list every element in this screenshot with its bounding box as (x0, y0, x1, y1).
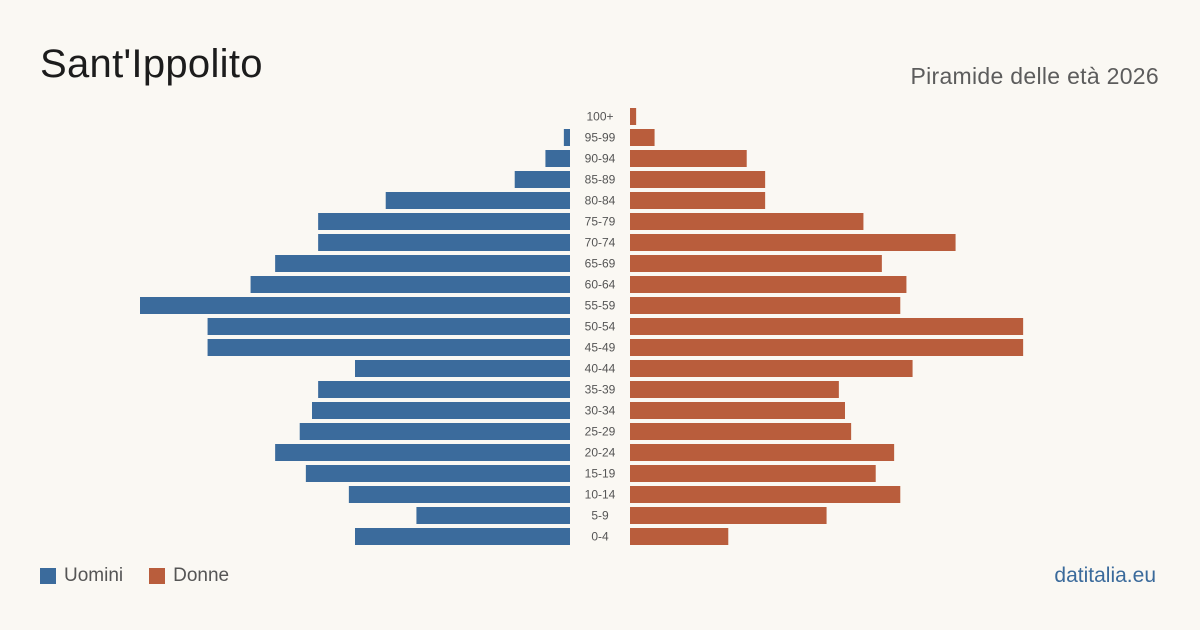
bar-men-10-14 (348, 486, 570, 503)
bar-men-20-24 (275, 444, 570, 461)
legend-item-women: Donne (149, 565, 229, 587)
chart-subtitle: Piramide delle età 2026 (910, 63, 1159, 89)
page-title: Sant'Ippolito (40, 42, 263, 86)
bar-women-60-64 (630, 276, 907, 293)
bar-women-80-84 (630, 192, 766, 209)
age-label-60-64: 60-64 (585, 278, 616, 292)
age-label-55-59: 55-59 (585, 299, 616, 313)
age-label-30-34: 30-34 (585, 404, 616, 418)
legend-swatch-women (149, 568, 166, 584)
bar-men-90-94 (545, 150, 570, 167)
legend-label-women: Donne (173, 565, 230, 586)
bar-men-55-59 (140, 297, 570, 314)
age-label-10-14: 10-14 (585, 488, 616, 502)
age-label-95-99: 95-99 (585, 131, 616, 145)
bar-women-30-34 (630, 402, 845, 419)
bar-women-55-59 (630, 297, 901, 314)
bar-men-25-29 (299, 423, 570, 440)
bar-men-40-44 (355, 360, 570, 377)
legend-label-men: Uomini (64, 565, 124, 586)
legend-swatch-men (40, 568, 56, 584)
bar-women-20-24 (630, 444, 895, 461)
age-label-65-69: 65-69 (585, 257, 616, 271)
age-label-80-84: 80-84 (585, 194, 616, 208)
legend-item-men: Uomini (40, 565, 123, 587)
bar-women-90-94 (630, 150, 747, 167)
bar-women-65-69 (630, 255, 882, 272)
bar-women-85-89 (630, 171, 766, 188)
bar-women-40-44 (630, 360, 913, 377)
age-label-45-49: 45-49 (585, 341, 616, 355)
age-label-85-89: 85-89 (585, 173, 616, 187)
bar-men-70-74 (318, 234, 570, 251)
bar-men-0-4 (355, 528, 570, 545)
bar-men-95-99 (563, 129, 570, 146)
bar-men-35-39 (318, 381, 570, 398)
bar-men-60-64 (250, 276, 571, 293)
age-label-0-4: 0-4 (591, 530, 609, 544)
bar-men-85-89 (514, 171, 570, 188)
bar-men-15-19 (305, 465, 570, 482)
bar-women-0-4 (630, 528, 729, 545)
bar-women-25-29 (630, 423, 852, 440)
legend: Uomini Donne (40, 565, 255, 587)
bar-women-15-19 (630, 465, 876, 482)
bar-men-80-84 (385, 192, 570, 209)
bar-men-50-54 (207, 318, 571, 335)
bar-women-75-79 (630, 213, 864, 230)
age-label-100plus: 100+ (586, 110, 613, 124)
bar-men-5-9 (416, 507, 570, 524)
age-label-5-9: 5-9 (591, 509, 609, 523)
age-label-15-19: 15-19 (585, 467, 616, 481)
bar-women-95-99 (630, 129, 655, 146)
bar-men-65-69 (275, 255, 570, 272)
bar-women-5-9 (630, 507, 827, 524)
brand-link[interactable]: datitalia.eu (1054, 564, 1156, 587)
bar-women-45-49 (630, 339, 1024, 356)
bar-women-70-74 (630, 234, 956, 251)
age-label-40-44: 40-44 (585, 362, 616, 376)
bar-men-75-79 (318, 213, 570, 230)
bar-women-35-39 (630, 381, 839, 398)
age-label-75-79: 75-79 (585, 215, 616, 229)
bar-men-45-49 (207, 339, 571, 356)
bar-women-50-54 (630, 318, 1024, 335)
bar-men-30-34 (312, 402, 570, 419)
bar-women-100plus (630, 108, 637, 125)
age-label-70-74: 70-74 (585, 236, 616, 250)
age-label-35-39: 35-39 (585, 383, 616, 397)
age-label-25-29: 25-29 (585, 425, 616, 439)
age-label-90-94: 90-94 (585, 152, 616, 166)
bar-women-10-14 (630, 486, 901, 503)
age-label-20-24: 20-24 (585, 446, 616, 460)
age-label-50-54: 50-54 (585, 320, 616, 334)
